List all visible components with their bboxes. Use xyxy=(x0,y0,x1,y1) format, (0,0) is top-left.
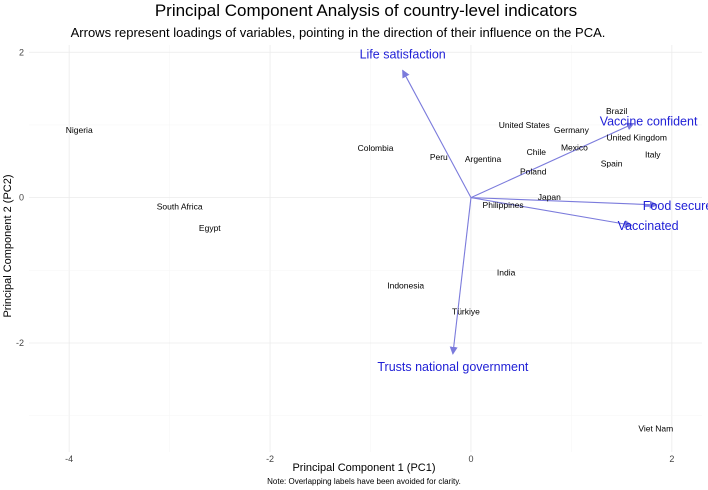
y-tick-label: -2 xyxy=(16,338,24,348)
y-tick-label: 2 xyxy=(19,47,24,57)
country-point-label: Poland xyxy=(520,166,547,176)
loading-arrow xyxy=(449,197,472,355)
country-point-label: United States xyxy=(499,120,550,130)
axis-ticks: -4 -2 0 2 -2 0 2 xyxy=(16,47,674,464)
loading-arrow xyxy=(402,69,472,198)
chart-caption: Note: Overlapping labels have been avoid… xyxy=(267,477,461,486)
country-point-label: Japan xyxy=(538,192,561,202)
loading-arrow xyxy=(470,122,635,199)
country-point-label: Indonesia xyxy=(387,281,424,291)
country-point-label: Brazil xyxy=(606,106,627,116)
x-tick-label: -2 xyxy=(266,454,274,464)
country-point-label: United Kingdom xyxy=(606,132,666,142)
country-point-label: Mexico xyxy=(561,142,588,152)
country-point-label: Nigeria xyxy=(66,125,93,135)
country-point-label: Viet Nam xyxy=(638,424,673,434)
country-point-label: Colombia xyxy=(358,143,394,153)
y-axis-title: Principal Component 2 (PC2) xyxy=(2,174,14,317)
country-point-label: India xyxy=(497,267,516,277)
country-point-label: Peru xyxy=(430,152,448,162)
country-point-label: Spain xyxy=(601,158,623,168)
country-point-label: Chile xyxy=(527,147,547,157)
chart-subtitle: Arrows represent loadings of variables, … xyxy=(71,25,606,40)
country-point-label: Italy xyxy=(645,150,661,160)
loading-arrow xyxy=(470,197,658,209)
x-axis-title: Principal Component 1 (PC1) xyxy=(292,462,435,474)
country-point-label: Philippines xyxy=(483,200,524,210)
x-tick-label: -4 xyxy=(65,454,73,464)
country-labels: Nigeria South Africa Egypt Colombia Peru Arge… xyxy=(66,106,673,434)
loading-arrow xyxy=(470,197,633,228)
x-tick-label: 2 xyxy=(669,454,674,464)
y-tick-label: 0 xyxy=(19,193,24,203)
chart-title: Principal Component Analysis of country-… xyxy=(155,1,577,20)
loading-label: Life satisfaction xyxy=(360,47,446,61)
country-point-label: South Africa xyxy=(157,201,203,211)
x-tick-label: 0 xyxy=(468,454,473,464)
grid xyxy=(29,45,702,452)
country-point-label: Türkiye xyxy=(452,307,480,317)
country-point-label: Germany xyxy=(554,125,590,135)
country-point-label: Egypt xyxy=(199,223,221,233)
country-point-label: Argentina xyxy=(465,154,502,164)
loading-label: Vaccine confident xyxy=(600,114,698,128)
loading-arrows: Life satisfaction Vaccine confident Food s… xyxy=(360,47,708,373)
loading-label: Food secure xyxy=(643,199,708,213)
loading-label: Trusts national government xyxy=(377,360,529,374)
loading-label: Vaccinated xyxy=(618,219,679,233)
